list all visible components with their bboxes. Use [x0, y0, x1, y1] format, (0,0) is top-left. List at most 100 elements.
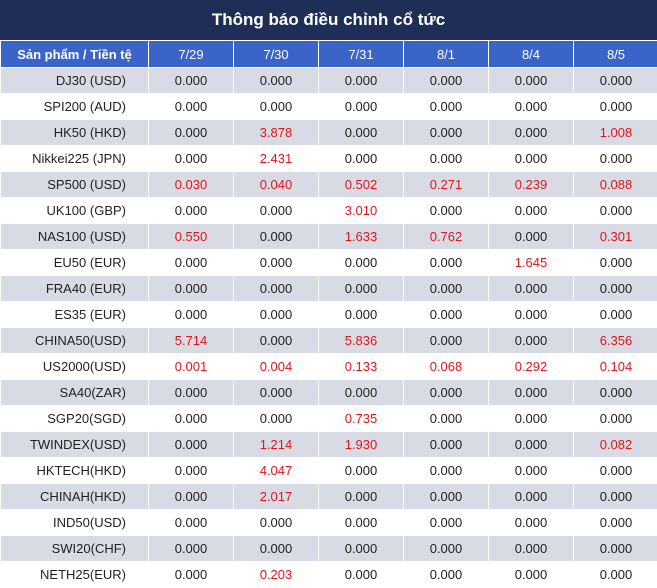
value-cell: 0.000 — [404, 120, 489, 146]
column-header-date: 8/4 — [489, 41, 574, 68]
value-cell: 0.203 — [234, 562, 319, 588]
product-cell: NETH25(EUR) — [1, 562, 149, 588]
product-cell: SWI20(CHF) — [1, 536, 149, 562]
value-cell: 0.271 — [404, 172, 489, 198]
value-cell: 0.000 — [404, 250, 489, 276]
value-cell: 0.000 — [149, 68, 234, 94]
value-cell: 0.000 — [404, 484, 489, 510]
value-cell: 1.633 — [319, 224, 404, 250]
product-cell: CHINAH(HKD) — [1, 484, 149, 510]
product-cell: US2000(USD) — [1, 354, 149, 380]
value-cell: 0.000 — [489, 484, 574, 510]
value-cell: 0.000 — [319, 120, 404, 146]
value-cell: 0.000 — [149, 380, 234, 406]
value-cell: 0.001 — [149, 354, 234, 380]
value-cell: 0.000 — [574, 380, 657, 406]
value-cell: 0.000 — [319, 484, 404, 510]
value-cell: 0.000 — [404, 94, 489, 120]
product-cell: HK50 (HKD) — [1, 120, 149, 146]
value-cell: 0.000 — [149, 484, 234, 510]
value-cell: 0.000 — [489, 406, 574, 432]
value-cell: 0.000 — [319, 562, 404, 588]
value-cell: 0.000 — [319, 458, 404, 484]
product-cell: Nikkei225 (JPN) — [1, 146, 149, 172]
value-cell: 0.000 — [574, 250, 657, 276]
value-cell: 0.000 — [574, 68, 657, 94]
value-cell: 0.040 — [234, 172, 319, 198]
value-cell: 6.356 — [574, 328, 657, 354]
value-cell: 0.000 — [489, 198, 574, 224]
value-cell: 0.000 — [489, 562, 574, 588]
product-cell: DJ30 (USD) — [1, 68, 149, 94]
value-cell: 0.000 — [234, 406, 319, 432]
value-cell: 0.000 — [234, 510, 319, 536]
value-cell: 4.047 — [234, 458, 319, 484]
value-cell: 0.000 — [404, 510, 489, 536]
value-cell: 0.000 — [319, 250, 404, 276]
value-cell: 2.431 — [234, 146, 319, 172]
value-cell: 0.004 — [234, 354, 319, 380]
page-title: Thông báo điều chỉnh cổ tức — [0, 0, 657, 40]
value-cell: 0.000 — [404, 198, 489, 224]
value-cell: 3.010 — [319, 198, 404, 224]
value-cell: 0.000 — [149, 562, 234, 588]
value-cell: 0.000 — [489, 94, 574, 120]
value-cell: 0.762 — [404, 224, 489, 250]
value-cell: 0.000 — [149, 432, 234, 458]
product-cell: SPI200 (AUD) — [1, 94, 149, 120]
column-header-date: 8/1 — [404, 41, 489, 68]
value-cell: 0.000 — [149, 302, 234, 328]
value-cell: 0.000 — [574, 276, 657, 302]
value-cell: 0.000 — [404, 458, 489, 484]
value-cell: 0.000 — [234, 276, 319, 302]
value-cell: 0.000 — [149, 250, 234, 276]
value-cell: 0.000 — [404, 302, 489, 328]
product-cell: ES35 (EUR) — [1, 302, 149, 328]
product-cell: HKTECH(HKD) — [1, 458, 149, 484]
value-cell: 0.000 — [404, 380, 489, 406]
value-cell: 0.000 — [149, 120, 234, 146]
value-cell: 0.000 — [319, 68, 404, 94]
value-cell: 0.000 — [574, 406, 657, 432]
product-cell: UK100 (GBP) — [1, 198, 149, 224]
value-cell: 0.000 — [319, 510, 404, 536]
product-cell: SP500 (USD) — [1, 172, 149, 198]
value-cell: 0.088 — [574, 172, 657, 198]
product-cell: TWINDEX(USD) — [1, 432, 149, 458]
product-cell: IND50(USD) — [1, 510, 149, 536]
column-header-date: 7/29 — [149, 41, 234, 68]
value-cell: 0.133 — [319, 354, 404, 380]
value-cell: 0.000 — [234, 224, 319, 250]
value-cell: 0.000 — [574, 146, 657, 172]
value-cell: 0.000 — [149, 276, 234, 302]
value-cell: 0.000 — [234, 328, 319, 354]
value-cell: 0.000 — [234, 94, 319, 120]
value-cell: 0.000 — [149, 510, 234, 536]
value-cell: 1.214 — [234, 432, 319, 458]
value-cell: 1.930 — [319, 432, 404, 458]
value-cell: 0.000 — [404, 146, 489, 172]
value-cell: 0.000 — [149, 198, 234, 224]
value-cell: 0.000 — [404, 328, 489, 354]
value-cell: 0.000 — [149, 146, 234, 172]
product-cell: EU50 (EUR) — [1, 250, 149, 276]
value-cell: 0.082 — [574, 432, 657, 458]
value-cell: 0.000 — [319, 146, 404, 172]
value-cell: 0.502 — [319, 172, 404, 198]
value-cell: 0.000 — [574, 562, 657, 588]
value-cell: 5.714 — [149, 328, 234, 354]
